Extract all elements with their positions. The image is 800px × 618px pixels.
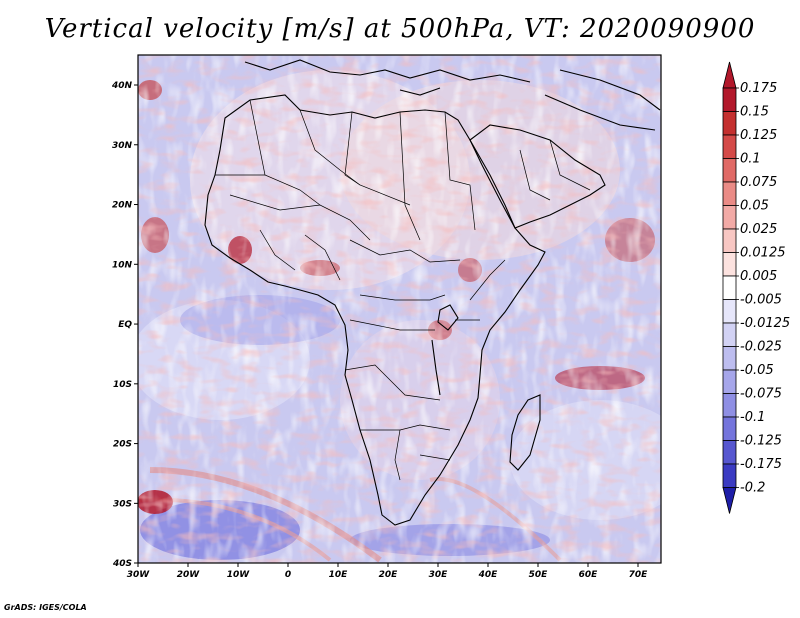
lon-tick-label: 30W — [127, 570, 151, 580]
colorbar-label: -0.0125 — [740, 316, 790, 331]
lon-tick-label: 30E — [429, 570, 449, 580]
colorbar-label: 0.175 — [740, 81, 777, 96]
colorbar-label: 0.005 — [740, 269, 777, 284]
plot-frame — [137, 54, 662, 564]
colorbar-label: 0.1 — [740, 152, 761, 167]
africa-coastline — [204, 59, 661, 526]
colorbar-label: -0.125 — [740, 434, 782, 449]
lat-tick-label: 10S — [113, 380, 132, 390]
colorbar-swatch — [722, 275, 737, 300]
colorbar-label: 0.0125 — [740, 246, 786, 261]
lon-tick-label: 0 — [285, 570, 291, 580]
lon-tick-label: 20E — [379, 570, 399, 580]
lon-tick-label: 60E — [579, 570, 599, 580]
colorbar-swatch — [722, 87, 737, 112]
colorbar-label: -0.1 — [740, 410, 765, 425]
colorbar-label: -0.2 — [740, 481, 765, 496]
lat-tick-label: 20N — [112, 201, 133, 211]
axis-ticks: 30W 20W 10W 0 10E 20E 30E 40E 50E 60E 70E 40N 30N 20N… — [111, 81, 648, 580]
lat-tick-label: 30S — [113, 499, 132, 509]
colorbar-label: -0.025 — [740, 340, 782, 355]
colorbar-swatch — [722, 322, 737, 347]
lat-tick-label: EQ — [118, 320, 132, 330]
colorbar-swatch — [722, 158, 737, 183]
colorbar-label: -0.075 — [740, 387, 782, 402]
lon-tick-label: 20W — [177, 570, 201, 580]
lon-tick-label: 70E — [629, 570, 649, 580]
colorbar-label: 0.125 — [740, 128, 777, 143]
colorbar-label: -0.175 — [740, 457, 782, 472]
lat-tick-label: 20S — [113, 440, 132, 450]
lon-tick-label: 50E — [529, 570, 549, 580]
colorbar-swatch — [722, 228, 737, 253]
colorbar-bottom-arrow — [722, 487, 737, 514]
lat-tick-label: 10N — [112, 260, 133, 270]
colorbar-swatch — [722, 393, 737, 418]
colorbar: 0.175 0.15 0.125 0.1 0.075 0.05 0.025 0.0125 0.0… — [722, 61, 790, 514]
colorbar-swatch — [722, 440, 737, 465]
colorbar-swatch — [722, 134, 737, 159]
colorbar-swatch — [722, 111, 737, 136]
lon-tick-label: 10E — [329, 570, 349, 580]
colorbar-label: 0.15 — [740, 105, 769, 120]
lat-tick-label: 30N — [112, 141, 133, 151]
colorbar-label: 0.075 — [740, 175, 777, 190]
lon-tick-label: 40E — [478, 570, 499, 580]
footer-credit: GrADS: IGES/COLA — [4, 603, 87, 612]
colorbar-swatch — [722, 299, 737, 324]
colorbar-swatch — [722, 416, 737, 441]
colorbar-swatch — [722, 346, 737, 371]
map-title: Vertical velocity [m/s] at 500hPa, VT: 2… — [44, 14, 756, 44]
lat-tick-label: 40N — [111, 81, 133, 91]
colorbar-swatch — [722, 252, 737, 277]
colorbar-swatch — [722, 181, 737, 206]
colorbar-label: -0.005 — [740, 293, 782, 308]
colorbar-swatch — [722, 369, 737, 394]
colorbar-swatch — [722, 463, 737, 488]
lat-tick-label: 40S — [112, 559, 132, 569]
colorbar-label: 0.025 — [740, 222, 777, 237]
velocity-field — [138, 55, 661, 563]
colorbar-label: 0.05 — [740, 199, 769, 214]
country-borders — [215, 99, 591, 481]
colorbar-swatch — [722, 205, 737, 230]
colorbar-top-arrow — [722, 61, 737, 89]
lon-tick-label: 10W — [227, 570, 251, 580]
colorbar-label: -0.05 — [740, 363, 774, 378]
